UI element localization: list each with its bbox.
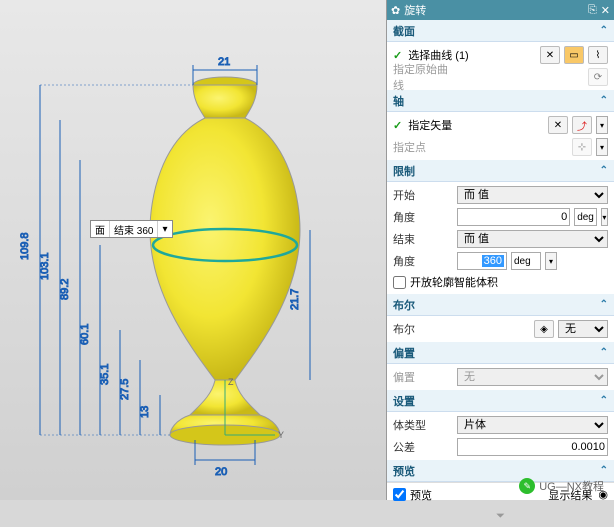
unit-label: deg bbox=[574, 208, 597, 226]
curve-picker-icon[interactable]: ⌇ bbox=[588, 46, 608, 64]
section-header-settings[interactable]: 设置 ⌃ bbox=[387, 390, 614, 412]
inline-label: 结束 360 bbox=[110, 221, 158, 237]
svg-text:Z: Z bbox=[228, 377, 234, 387]
offset-label: 偏置 bbox=[393, 369, 453, 385]
section-header-axis[interactable]: 轴 ⌃ bbox=[387, 90, 614, 112]
inline-caret[interactable]: ▾ bbox=[158, 221, 171, 237]
end-angle-label: 角度 bbox=[393, 253, 453, 269]
preview-label: 预览 bbox=[410, 487, 432, 503]
check-icon: ✓ bbox=[393, 49, 402, 62]
svg-text:27.5: 27.5 bbox=[119, 379, 131, 400]
boolean-select[interactable]: 无 bbox=[558, 320, 608, 338]
vector-dd-icon[interactable]: ▾ bbox=[596, 116, 608, 134]
specify-curve-label: 指定原始曲线 bbox=[393, 61, 453, 93]
open-profile-checkbox[interactable] bbox=[393, 276, 406, 289]
specify-vector-label[interactable]: 指定矢量 bbox=[408, 117, 544, 133]
section-header-section[interactable]: 截面 ⌃ bbox=[387, 20, 614, 42]
start-label: 开始 bbox=[393, 187, 453, 203]
chevron-up-icon: ⌃ bbox=[600, 299, 608, 310]
offset-select[interactable]: 无 bbox=[457, 368, 608, 386]
vector-icon[interactable]: ✕ bbox=[548, 116, 568, 134]
section-header-boolean[interactable]: 布尔 ⌃ bbox=[387, 294, 614, 316]
cad-viewport[interactable]: Z Y 21 20 21.7 109.8 103.1 89.2 60 bbox=[0, 0, 386, 500]
watermark: ✎ UG—NX教程 bbox=[519, 478, 604, 494]
section-header-limit[interactable]: 限制 ⌃ bbox=[387, 160, 614, 182]
open-profile-label: 开放轮廓智能体积 bbox=[410, 274, 498, 290]
start-angle-input[interactable] bbox=[457, 208, 570, 226]
chevron-up-icon: ⌃ bbox=[600, 25, 608, 36]
chevron-up-icon: ⌃ bbox=[600, 165, 608, 176]
chevron-up-icon: ⌃ bbox=[600, 465, 608, 476]
svg-text:89.2: 89.2 bbox=[59, 279, 71, 300]
point-dd-icon[interactable]: ▾ bbox=[596, 138, 608, 156]
tolerance-input[interactable] bbox=[457, 438, 608, 456]
body-type-label: 体类型 bbox=[393, 417, 453, 433]
chevron-up-icon: ⌃ bbox=[600, 347, 608, 358]
svg-text:109.8: 109.8 bbox=[19, 232, 31, 260]
chevron-up-icon: ⌃ bbox=[600, 395, 608, 406]
start-type-select[interactable]: 而 值 bbox=[457, 186, 608, 204]
svg-text:Y: Y bbox=[278, 430, 284, 440]
gear-icon: ✿ bbox=[391, 4, 400, 17]
sketch-icon[interactable]: ✕ bbox=[540, 46, 560, 64]
svg-text:60.1: 60.1 bbox=[79, 324, 91, 345]
preview-checkbox[interactable] bbox=[393, 488, 406, 501]
body-type-select[interactable]: 片体 bbox=[457, 416, 608, 434]
svg-text:13: 13 bbox=[139, 406, 151, 418]
none-icon: ◈ bbox=[534, 320, 554, 338]
svg-text:21.7: 21.7 bbox=[289, 289, 301, 310]
inline-end-dropdown[interactable]: 面 结束 360 ▾ bbox=[90, 220, 173, 238]
panel-title: 旋转 bbox=[404, 2, 584, 18]
angle-dd-icon[interactable]: ▾ bbox=[601, 208, 608, 226]
tolerance-label: 公差 bbox=[393, 439, 453, 455]
vase-model: Z Y 21 20 21.7 109.8 103.1 89.2 60 bbox=[0, 0, 386, 500]
end-angle-input[interactable]: 360 bbox=[482, 255, 504, 267]
curve-icon[interactable]: ▭ bbox=[564, 46, 584, 64]
section-header-offset[interactable]: 偏置 ⌃ bbox=[387, 342, 614, 364]
svg-text:20: 20 bbox=[215, 466, 227, 478]
svg-text:35.1: 35.1 bbox=[99, 364, 111, 385]
end-type-select[interactable]: 而 值 bbox=[457, 230, 608, 248]
chevron-up-icon: ⌃ bbox=[600, 95, 608, 106]
specify-point-label: 指定点 bbox=[393, 139, 453, 155]
pin-icon[interactable]: ⎘ bbox=[588, 4, 597, 17]
revolve-panel: ✿ 旋转 ⎘ ✕ 截面 ⌃ ✓ 选择曲线 (1) ✕ ▭ ⌇ 指定原始曲线 ⟳ … bbox=[386, 0, 614, 500]
orig-curve-icon: ⟳ bbox=[588, 68, 608, 86]
svg-text:21: 21 bbox=[218, 56, 230, 68]
unit-label: deg bbox=[511, 252, 541, 270]
check-icon: ✓ bbox=[393, 119, 402, 132]
start-angle-label: 角度 bbox=[393, 209, 453, 225]
svg-text:103.1: 103.1 bbox=[39, 252, 51, 280]
point-icon[interactable]: ⊹ bbox=[572, 138, 592, 156]
angle-dd-icon[interactable]: ▾ bbox=[545, 252, 557, 270]
boolean-label: 布尔 bbox=[393, 321, 453, 337]
vector-dir-icon[interactable]: ⤴ bbox=[572, 116, 592, 134]
panel-header[interactable]: ✿ 旋转 ⎘ ✕ bbox=[387, 0, 614, 20]
end-label: 结束 bbox=[393, 231, 453, 247]
wechat-icon: ✎ bbox=[519, 478, 535, 494]
inline-icon: 面 bbox=[91, 221, 110, 237]
close-icon[interactable]: ✕ bbox=[601, 4, 610, 17]
